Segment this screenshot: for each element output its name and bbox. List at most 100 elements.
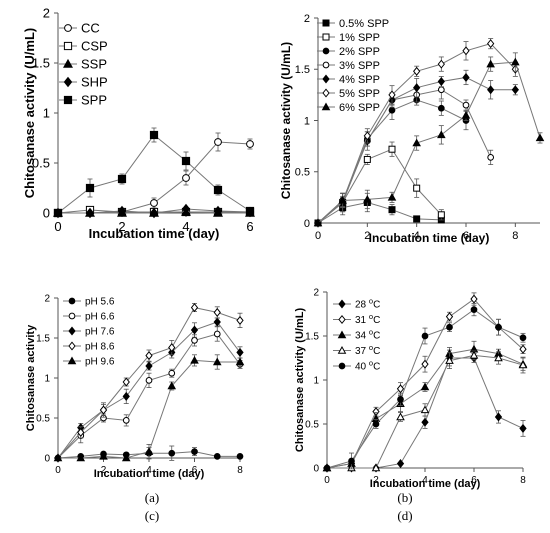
series-line (317, 61, 541, 224)
x-axis-label: Incubation time (day) (369, 231, 490, 245)
legend-label-degree: o (369, 312, 373, 321)
legend-label-unit: C (373, 362, 380, 373)
series-7 (313, 52, 545, 227)
data-point (413, 215, 421, 223)
legend-entry: CSP (59, 39, 108, 54)
legend-entry: 5% SPP (317, 88, 380, 100)
series-1 (54, 132, 254, 217)
x-tick-label: 8 (512, 230, 518, 242)
data-point (321, 102, 331, 111)
x-tick-label: 6 (471, 475, 477, 486)
data-point (53, 208, 63, 218)
y-axis-label: Chitosanase activity (U/mL) (279, 42, 293, 199)
data-point (511, 57, 520, 66)
data-point (213, 453, 221, 460)
y-tick-label: 0 (44, 454, 50, 465)
legend-entry: 6% SPP (317, 102, 380, 114)
x-tick-label: 6 (463, 230, 469, 242)
data-point (519, 334, 527, 342)
data-point (149, 130, 159, 140)
x-tick-label: 2 (118, 219, 125, 234)
legend-label-degree: o (369, 328, 373, 337)
y-tick-label: 1.5 (32, 56, 50, 71)
series-5 (53, 127, 255, 218)
data-point (322, 33, 330, 41)
y-tick-label: 1.5 (295, 64, 310, 76)
y-axis-label: Chitosanase activity (U/mL) (22, 28, 37, 199)
series-5 (53, 354, 245, 462)
legend-label: pH 8.6 (85, 342, 115, 353)
x-tick-label: 6 (246, 219, 253, 234)
data-point (322, 61, 330, 69)
data-point (519, 423, 527, 433)
data-point (63, 58, 73, 68)
data-point (413, 83, 421, 93)
legend-label: SHP (81, 75, 108, 90)
data-point (338, 362, 346, 370)
data-point (99, 405, 108, 415)
data-point (191, 448, 198, 455)
data-point (469, 350, 479, 359)
legend-label: 3% SPP (339, 60, 380, 72)
data-point (213, 307, 221, 317)
data-point (396, 412, 405, 421)
data-point (487, 154, 495, 161)
legend-label: CSP (81, 39, 108, 54)
data-point (67, 356, 77, 365)
data-point (63, 76, 73, 88)
x-tick-label: 2 (101, 465, 107, 476)
data-point (149, 207, 159, 219)
legend-label-value: 28 (355, 300, 369, 311)
data-point (168, 343, 176, 353)
series-2 (54, 326, 244, 462)
legend-label-value: 34 (355, 331, 369, 342)
data-point (437, 211, 445, 219)
data-point (519, 344, 527, 354)
data-point (363, 131, 371, 141)
y-tick-label: 1 (43, 106, 50, 121)
data-point (236, 315, 244, 325)
data-point (121, 453, 131, 462)
legend-entry: 3% SPP (317, 60, 380, 72)
data-point (413, 184, 421, 192)
data-point (85, 207, 95, 219)
data-point (76, 453, 86, 462)
data-point (117, 174, 127, 184)
data-point (245, 206, 255, 216)
legend-label: 0.5% SPP (339, 18, 389, 30)
y-tick-label: 2 (304, 13, 310, 25)
y-tick-label: 0 (313, 464, 319, 475)
legend-entry: 4% SPP (317, 74, 380, 86)
y-tick-label: 1 (304, 115, 310, 127)
series-3 (54, 317, 244, 463)
x-tick-label: 4 (146, 465, 152, 476)
y-axis-label: Chitosanase activity (U/mL) (294, 308, 306, 453)
data-point (122, 417, 130, 424)
data-point (117, 205, 127, 217)
data-point (494, 412, 503, 422)
data-point (421, 417, 429, 427)
legend-label: 40 oC (355, 359, 380, 373)
data-point (462, 46, 470, 56)
data-point (363, 194, 372, 203)
legend-entry: SPP (59, 93, 107, 108)
panel-label: (b) (397, 490, 412, 505)
panel-label: (d) (397, 508, 412, 523)
legend-label: 5% SPP (339, 88, 380, 100)
data-point (63, 95, 73, 105)
y-tick-label: 1.5 (36, 334, 50, 345)
data-point (182, 174, 190, 182)
legend-label-value: 37 (355, 346, 369, 357)
x-tick-label: 8 (237, 465, 243, 476)
legend-label-unit: C (373, 300, 380, 311)
legend-label-unit: C (373, 346, 380, 357)
data-point (122, 377, 130, 387)
data-point (322, 74, 330, 84)
legend-entry: 2% SPP (317, 46, 380, 58)
legend-entry: 40 oC (333, 359, 380, 373)
data-point (181, 156, 191, 166)
data-point (323, 464, 331, 472)
data-point (63, 41, 73, 51)
legend-entry: pH 7.6 (63, 326, 115, 338)
y-tick-label: 0.5 (305, 420, 319, 431)
